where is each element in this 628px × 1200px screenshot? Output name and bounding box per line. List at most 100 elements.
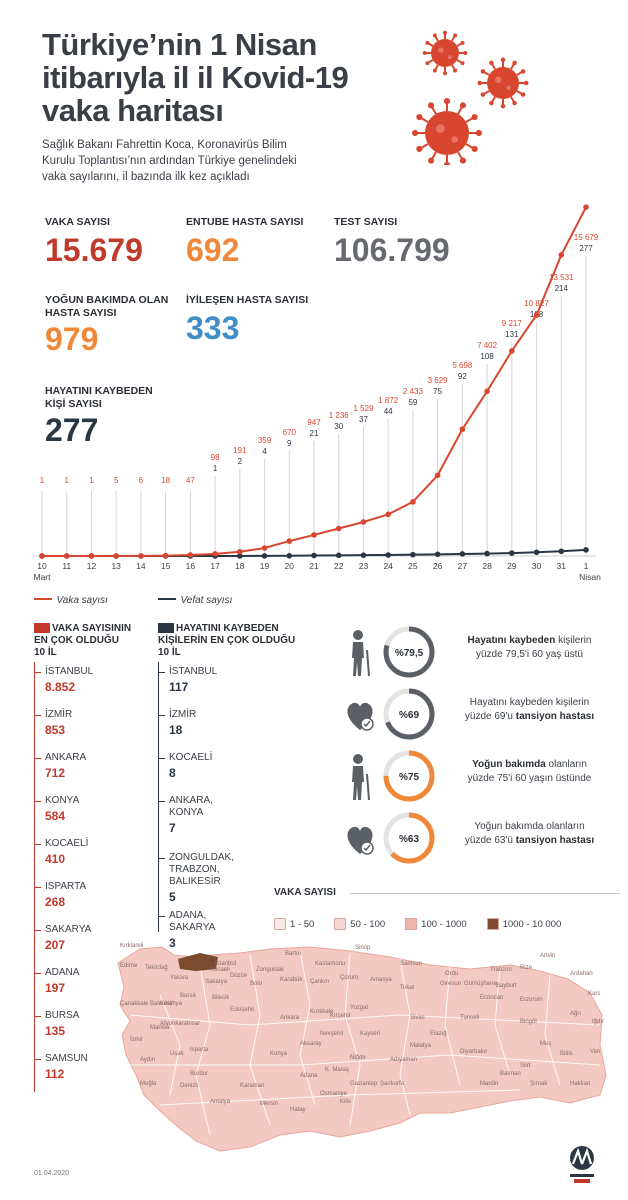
- city-label: Balıkesir: [150, 1001, 173, 1007]
- stat-value: 979: [45, 321, 99, 357]
- list-tick: [35, 930, 41, 931]
- case-point: [533, 312, 540, 318]
- agency-logo: [570, 1146, 594, 1183]
- city-label: Erzincan: [480, 995, 503, 1001]
- list-tick: [35, 887, 41, 888]
- province-name: KONYA: [169, 807, 204, 818]
- map-legend: VAKA SAYISI 1 - 50 50 - 100 100 - 1000 1000…: [274, 887, 620, 932]
- map-legend-item: 100 - 1000: [405, 918, 467, 931]
- province-value: 853: [45, 723, 66, 737]
- x-tick-label: 11: [62, 561, 71, 571]
- province-value: 712: [45, 766, 66, 780]
- map-legend-item: 1000 - 10 000: [486, 918, 561, 931]
- city-label: Gümüşhane: [464, 981, 497, 987]
- legend-label: Vefat sayısı: [180, 595, 233, 606]
- virus-icon: [412, 98, 482, 165]
- percentage-row: %75 Yoğun bakımda olanların yüzde 75'i 60 …: [345, 746, 615, 806]
- death-data-label: 92: [458, 372, 467, 381]
- case-data-label: 1: [89, 476, 94, 485]
- x-tick-label: 18: [235, 561, 245, 571]
- city-label: Giresun: [440, 981, 461, 987]
- case-data-label: 1: [65, 476, 70, 485]
- city-label: Sinop: [355, 945, 371, 951]
- city-label: Osmaniye: [320, 1091, 348, 1097]
- list-tick: [35, 1016, 41, 1017]
- list-item: İZMİR 853: [35, 709, 72, 737]
- x-tick-label: 27: [458, 561, 468, 571]
- province-border: [444, 966, 461, 1086]
- stat-label: İYİLEŞEN HASTA SAYISI: [186, 294, 309, 306]
- case-data-label: 359: [258, 436, 272, 445]
- list-head-line: 10 İL: [34, 647, 57, 658]
- case-data-label: 7 402: [477, 341, 498, 350]
- death-point: [533, 549, 540, 556]
- city-label: Adana: [300, 1073, 318, 1079]
- map-legend-title: VAKA SAYISI: [274, 887, 336, 898]
- death-point: [286, 552, 293, 559]
- heart-pulse-icon: [347, 826, 374, 855]
- logo-mark: [571, 1147, 593, 1165]
- logo-bar: [570, 1174, 594, 1177]
- stat-label: YOĞUN BAKIMDA OLAN: [45, 294, 169, 306]
- case-data-label: 1 529: [353, 404, 374, 413]
- list-item: BURSA 135: [35, 1010, 79, 1038]
- stat-tests: TEST SAYISI 106.799: [334, 216, 450, 267]
- city-label: Elazığ: [430, 1031, 447, 1037]
- x-tick-label: 30: [532, 561, 542, 571]
- page-title: Türkiye’nin 1 Nisan itibarıyla il il Kov…: [42, 28, 402, 127]
- province-border: [159, 994, 181, 1096]
- city-label: Hakkari: [570, 1081, 590, 1087]
- stat-icu: YOĞUN BAKIMDA OLAN HASTA SAYISI 979: [45, 294, 168, 356]
- city-label: Adıyaman: [390, 1057, 417, 1063]
- x-tick-label: 31: [557, 561, 567, 571]
- list-item: ANKARA, KONYA 7: [159, 795, 213, 835]
- ring-fill: [383, 750, 435, 802]
- death-data-label: 277: [579, 244, 593, 253]
- percentage-row: %69 Hayatını kaybeden kişilerin yüzde 69'u…: [345, 684, 615, 744]
- virus-icon: [477, 57, 529, 109]
- ring-label: %63: [399, 834, 419, 845]
- province-value: 8: [169, 766, 176, 780]
- percentage-description: Hayatını kaybeden kişilerin yüzde 69'u ta…: [442, 696, 617, 724]
- death-data-label: 108: [480, 352, 494, 361]
- x-tick-label: 22: [334, 561, 344, 571]
- death-data-label: 44: [384, 407, 393, 416]
- list-item: SAKARYA 207: [35, 924, 91, 952]
- death-point: [335, 552, 342, 559]
- x-tick-label: 17: [210, 561, 220, 571]
- city-label: Diyarbakır: [460, 1049, 487, 1055]
- description-line: Hayatını kaybeden kişilerin: [442, 634, 617, 648]
- ring-label: %69: [399, 710, 419, 721]
- city-label: Şanlıurfa: [380, 1081, 405, 1087]
- city-label: Muş: [540, 1041, 551, 1047]
- province-border: [195, 964, 211, 1136]
- city-label: Trabzon: [490, 967, 512, 973]
- city-label: Bitlis: [560, 1051, 573, 1057]
- x-tick-label: 1: [584, 561, 589, 571]
- city-label: Manisa: [150, 1025, 170, 1031]
- title-line: itibarıyla il il Kovid-19: [42, 60, 349, 95]
- province-name: ANKARA,: [169, 795, 213, 806]
- case-point: [138, 553, 144, 559]
- legend-label: Vaka sayısı: [56, 595, 108, 606]
- list-head-line: EN ÇOK OLDUĞU: [34, 635, 119, 646]
- percentage-ring: %69: [383, 688, 435, 740]
- case-data-label: 47: [186, 476, 195, 485]
- list-tick: [159, 916, 165, 917]
- province-name: KOCAELİ: [169, 752, 213, 763]
- subtitle-line: Kurulu Toplantısı’nın ardından Türkiye g…: [42, 155, 297, 167]
- ring-fill: [383, 812, 435, 864]
- case-point: [88, 553, 95, 559]
- x-tick-label: 20: [285, 561, 295, 571]
- city-label: Burdur: [190, 1071, 208, 1077]
- death-data-label: 214: [555, 284, 569, 293]
- province-name: ZONGULDAK,: [169, 852, 235, 863]
- death-point: [509, 550, 515, 556]
- city-label: Konya: [270, 1051, 288, 1057]
- case-data-label: 191: [233, 446, 247, 455]
- case-point: [509, 348, 515, 354]
- map-legend-item: 1 - 50: [274, 918, 314, 931]
- city-label: Karabük: [280, 977, 303, 983]
- elderly-person-icon: [352, 630, 370, 677]
- list-item: ISPARTA 268: [35, 881, 86, 909]
